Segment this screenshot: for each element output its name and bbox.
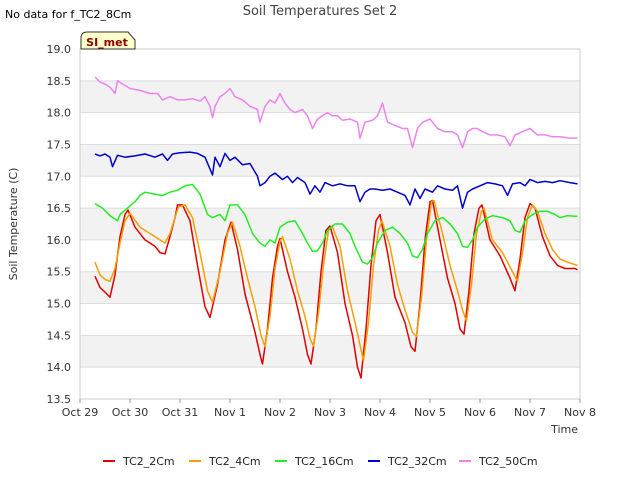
series-line-tc2-50cm bbox=[94, 76, 578, 149]
legend: TC2_2Cm TC2_4Cm TC2_16Cm TC2_32Cm TC2_50Cm bbox=[103, 455, 538, 468]
site-badge: SI_met bbox=[80, 31, 136, 50]
y-tick-label: 18.0 bbox=[47, 107, 72, 120]
y-tick-label: 16.0 bbox=[47, 234, 72, 247]
x-axis-ticks: Oct 29 Oct 30 Oct 31 Nov 1 Nov 2 Nov 3 Nov 4 No… bbox=[62, 399, 596, 419]
x-tick-label: Nov 6 bbox=[464, 406, 496, 419]
x-tick-label: Oct 29 bbox=[62, 406, 99, 419]
chart-title: Soil Temperatures Set 2 bbox=[243, 4, 398, 19]
x-tick-label: Oct 31 bbox=[162, 406, 199, 419]
grid bbox=[80, 48, 580, 400]
plot-band bbox=[80, 144, 580, 177]
y-tick-label: 13.5 bbox=[47, 393, 72, 406]
badge-label: SI_met bbox=[86, 36, 128, 49]
x-axis-label: Time bbox=[550, 423, 578, 436]
series-line-tc2-32cm bbox=[94, 151, 578, 209]
y-tick-label: 14.0 bbox=[47, 361, 72, 374]
no-data-notice: No data for f_TC2_8Cm bbox=[5, 8, 131, 21]
x-tick-label: Nov 5 bbox=[414, 406, 446, 419]
plot-band bbox=[80, 271, 580, 304]
legend-label: TC2_2Cm bbox=[122, 455, 175, 468]
plot-band bbox=[80, 335, 580, 368]
x-tick-label: Oct 30 bbox=[112, 406, 149, 419]
y-tick-label: 17.0 bbox=[47, 170, 72, 183]
legend-label: TC2_50Cm bbox=[478, 455, 538, 468]
legend-label: TC2_16Cm bbox=[294, 455, 354, 468]
x-tick-label: Nov 2 bbox=[264, 406, 296, 419]
y-tick-label: 17.5 bbox=[47, 138, 72, 151]
plot-background bbox=[80, 49, 580, 399]
y-tick-label: 14.5 bbox=[47, 329, 72, 342]
legend-label: TC2_32Cm bbox=[387, 455, 447, 468]
badge-shape bbox=[80, 31, 136, 50]
y-axis-ticks: 13.5 14.0 14.5 15.0 15.5 16.0 16.5 17.0 17.5 18.0… bbox=[47, 43, 72, 406]
y-tick-label: 19.0 bbox=[47, 43, 72, 56]
y-axis-label: Soil Temperature (C) bbox=[7, 168, 20, 281]
series-line-tc2-16cm bbox=[94, 183, 578, 265]
x-tick-label: Nov 8 bbox=[564, 406, 596, 419]
y-tick-label: 18.5 bbox=[47, 75, 72, 88]
x-tick-label: Nov 1 bbox=[214, 406, 246, 419]
series-layer bbox=[94, 76, 578, 379]
legend-label: TC2_4Cm bbox=[208, 455, 261, 468]
x-tick-label: Nov 7 bbox=[514, 406, 546, 419]
plot-band bbox=[80, 80, 580, 113]
x-tick-label: Nov 4 bbox=[364, 406, 396, 419]
plot-band bbox=[80, 208, 580, 240]
x-tick-label: Nov 3 bbox=[314, 406, 346, 419]
y-tick-label: 15.0 bbox=[47, 298, 72, 311]
y-tick-label: 16.5 bbox=[47, 202, 72, 215]
y-tick-label: 15.5 bbox=[47, 266, 72, 279]
